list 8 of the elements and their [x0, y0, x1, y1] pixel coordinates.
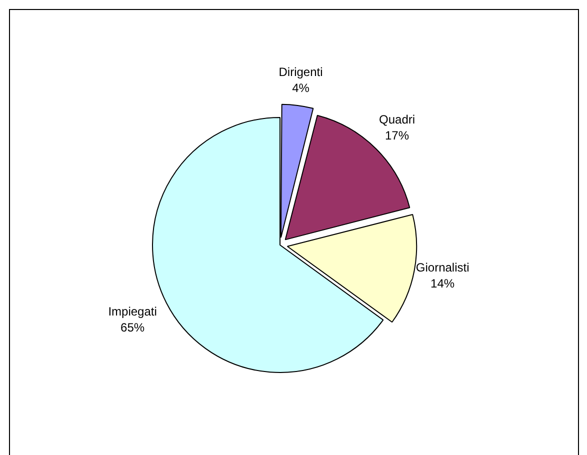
slice-label: Impiegati [108, 304, 157, 318]
data-label: 4% [292, 81, 310, 96]
data-label: 14% [430, 276, 455, 290]
slice-label: Giornalisti [416, 260, 470, 274]
data-label: 65% [120, 320, 145, 334]
data-label: 17% [385, 128, 410, 142]
slice-label: Dirigenti [278, 65, 323, 80]
slice-label: Quadri [379, 112, 416, 126]
